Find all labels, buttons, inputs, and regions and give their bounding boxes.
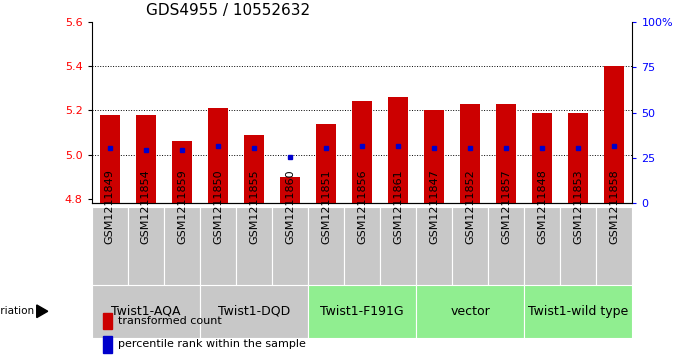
Bar — [103, 313, 112, 329]
Text: percentile rank within the sample: percentile rank within the sample — [118, 339, 305, 350]
Bar — [532, 113, 552, 203]
Bar — [236, 207, 272, 285]
Text: GSM1211851: GSM1211851 — [321, 170, 331, 244]
Text: GSM1211850: GSM1211850 — [213, 170, 223, 244]
Text: GSM1211859: GSM1211859 — [177, 170, 187, 244]
Text: GSM1211854: GSM1211854 — [141, 170, 151, 244]
Bar — [308, 207, 344, 285]
Text: Twist1-F191G: Twist1-F191G — [320, 305, 404, 318]
Text: Twist1-DQD: Twist1-DQD — [218, 305, 290, 318]
Bar — [596, 207, 632, 285]
Bar — [344, 207, 380, 285]
Bar — [200, 207, 236, 285]
Bar — [416, 285, 524, 338]
Bar — [100, 115, 120, 203]
Bar — [280, 177, 300, 203]
Bar — [92, 207, 128, 285]
Text: Twist1-AQA: Twist1-AQA — [111, 305, 181, 318]
Text: transformed count: transformed count — [118, 316, 222, 326]
Text: GSM1211853: GSM1211853 — [573, 170, 583, 244]
Text: GSM1211855: GSM1211855 — [249, 170, 259, 244]
Text: GSM1211847: GSM1211847 — [429, 170, 439, 244]
Bar — [388, 97, 408, 203]
Text: GSM1211856: GSM1211856 — [357, 170, 367, 244]
Bar — [200, 285, 308, 338]
Bar — [352, 102, 372, 203]
Text: GSM1211852: GSM1211852 — [465, 170, 475, 244]
Bar — [605, 66, 624, 203]
Bar — [524, 207, 560, 285]
Bar — [128, 207, 164, 285]
Bar — [164, 207, 200, 285]
Bar — [272, 207, 308, 285]
Text: vector: vector — [450, 305, 490, 318]
Text: GSM1211857: GSM1211857 — [501, 170, 511, 244]
Bar — [136, 115, 156, 203]
Polygon shape — [37, 305, 48, 318]
Bar — [103, 336, 112, 352]
Bar — [308, 285, 416, 338]
Text: GSM1211861: GSM1211861 — [393, 170, 403, 244]
Bar — [524, 285, 632, 338]
Bar — [416, 207, 452, 285]
Text: GDS4955 / 10552632: GDS4955 / 10552632 — [146, 3, 310, 18]
Text: GSM1211849: GSM1211849 — [105, 170, 115, 244]
Bar — [424, 110, 444, 203]
Bar — [496, 104, 516, 203]
Text: Twist1-wild type: Twist1-wild type — [528, 305, 628, 318]
Text: GSM1211848: GSM1211848 — [537, 170, 547, 244]
Bar — [208, 108, 228, 203]
Bar — [452, 207, 488, 285]
Bar — [460, 104, 480, 203]
Bar — [92, 285, 200, 338]
Bar — [488, 207, 524, 285]
Text: GSM1211858: GSM1211858 — [609, 170, 619, 244]
Bar — [316, 123, 336, 203]
Bar — [380, 207, 416, 285]
Bar — [244, 135, 264, 203]
Bar — [560, 207, 596, 285]
Bar — [172, 141, 192, 203]
Text: GSM1211860: GSM1211860 — [285, 170, 295, 244]
Text: genotype/variation: genotype/variation — [0, 306, 35, 316]
Bar — [568, 113, 588, 203]
